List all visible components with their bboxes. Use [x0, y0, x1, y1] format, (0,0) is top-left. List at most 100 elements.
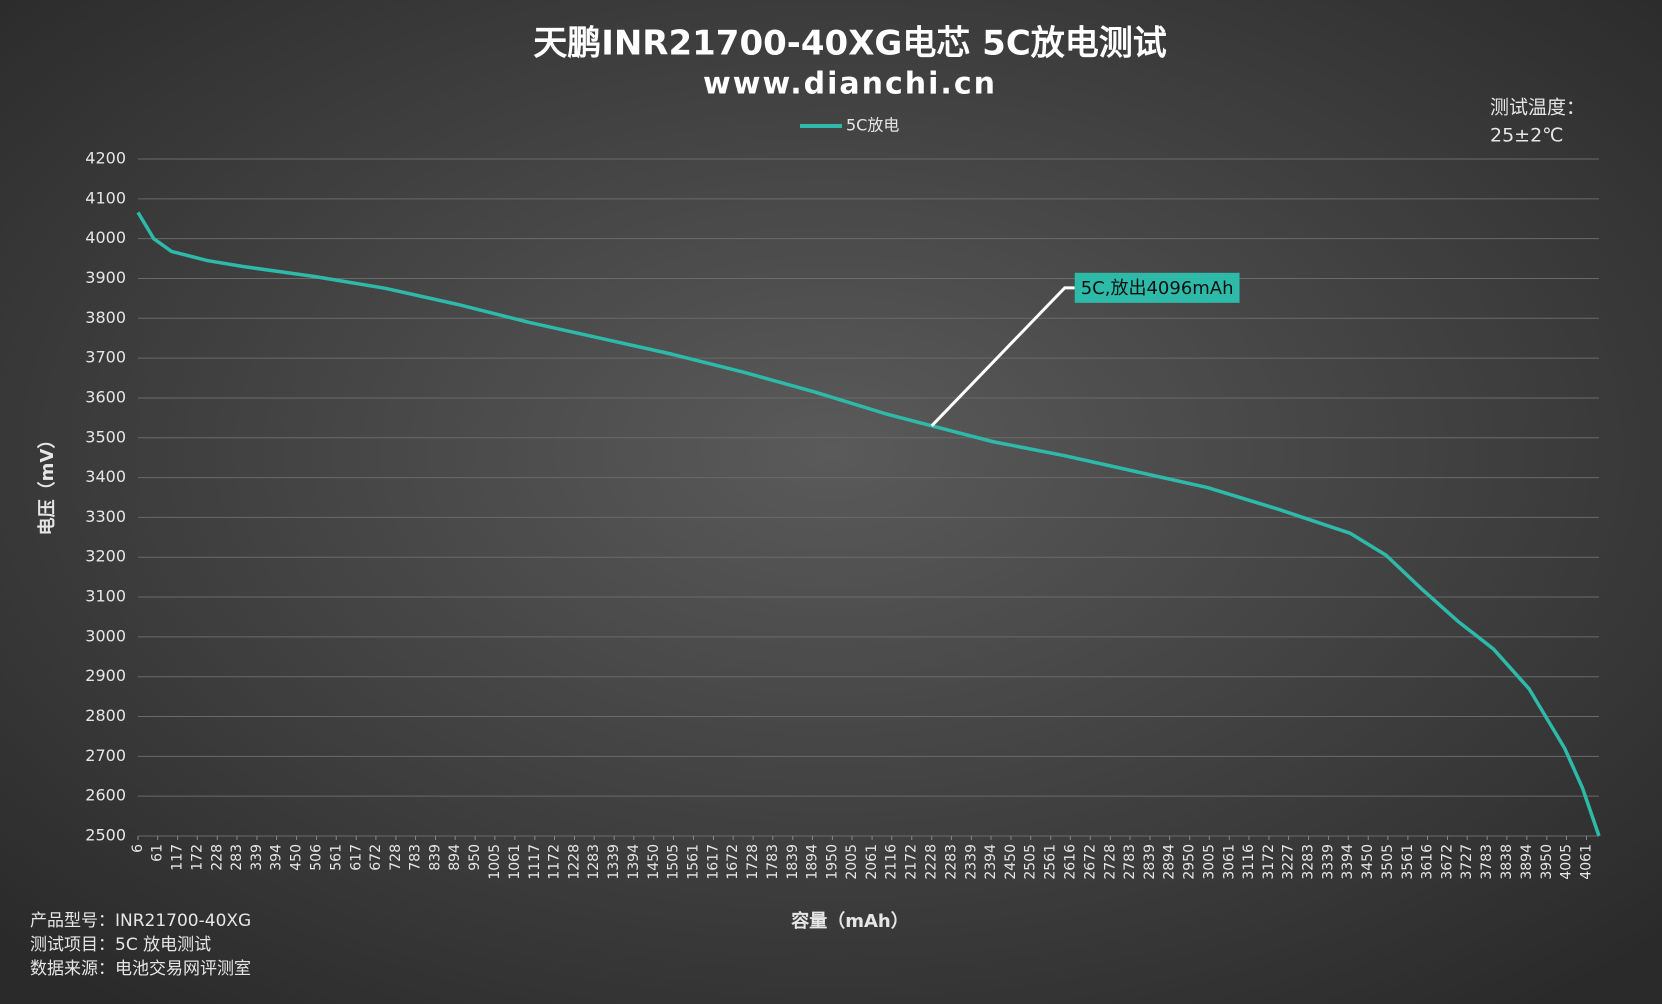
x-tick-label: 894: [447, 844, 463, 871]
x-tick-label: 394: [269, 844, 285, 871]
x-tick-label: 1228: [567, 844, 583, 880]
x-tick-label: 3950: [1539, 844, 1555, 880]
x-tick-label: 3838: [1499, 844, 1515, 880]
x-tick-label: 561: [328, 844, 344, 871]
x-tick-label: 1283: [586, 844, 602, 880]
x-tick-label: 2728: [1102, 844, 1118, 880]
x-tick-label: 2005: [844, 844, 860, 880]
x-axis-label: 容量（mAh）: [791, 910, 909, 932]
x-tick-label: 950: [467, 844, 483, 871]
x-tick-label: 3339: [1321, 844, 1337, 880]
y-tick-label: 3700: [85, 348, 126, 367]
x-tick-label: 3283: [1301, 844, 1317, 880]
x-tick-label: 228: [209, 844, 225, 871]
y-tick-label: 3300: [85, 507, 126, 526]
y-tick-label: 3900: [85, 268, 126, 287]
x-tick-label: 3561: [1400, 844, 1416, 880]
y-tick-label: 4100: [85, 188, 126, 207]
x-tick-label: 2894: [1162, 844, 1178, 880]
x-tick-label: 617: [348, 844, 364, 871]
x-tick-label: 672: [368, 844, 384, 871]
x-tick-label: 3450: [1360, 844, 1376, 880]
x-tick-label: 6: [130, 844, 146, 853]
x-tick-label: 3394: [1340, 844, 1356, 880]
x-tick-label: 1783: [765, 844, 781, 880]
x-tick-label: 1561: [685, 844, 701, 880]
y-tick-label: 3200: [85, 547, 126, 566]
y-tick-label: 3800: [85, 308, 126, 327]
temperature-value: 25±2℃: [1490, 125, 1564, 147]
temperature-label: 测试温度：: [1490, 97, 1585, 119]
footer-note: 数据来源：电池交易网评测室: [30, 959, 251, 979]
x-tick-label: 3672: [1440, 844, 1456, 880]
x-tick-label: 450: [289, 844, 305, 871]
x-tick-label: 2561: [1043, 844, 1059, 880]
x-tick-label: 3227: [1281, 844, 1297, 880]
y-tick-label: 2800: [85, 706, 126, 725]
x-tick-label: 1117: [527, 844, 543, 880]
x-tick-label: 2450: [1003, 844, 1019, 880]
x-tick-label: 1672: [725, 844, 741, 880]
x-tick-label: 2172: [904, 844, 920, 880]
x-tick-label: 172: [189, 844, 205, 871]
x-tick-label: 1505: [665, 844, 681, 880]
footer-note: 测试项目：5C 放电测试: [30, 935, 211, 955]
y-tick-label: 4200: [85, 149, 126, 168]
footer-note: 产品型号：INR21700-40XG: [30, 911, 251, 931]
legend-label: 5C放电: [846, 116, 899, 135]
x-tick-label: 2339: [963, 844, 979, 880]
x-tick-label: 2061: [864, 844, 880, 880]
x-tick-label: 4061: [1578, 844, 1594, 880]
x-tick-label: 1894: [804, 844, 820, 880]
x-tick-label: 839: [428, 844, 444, 871]
x-tick-label: 2394: [983, 844, 999, 880]
y-axis-label: 电压（mV）: [36, 431, 58, 536]
x-tick-label: 2783: [1122, 844, 1138, 880]
annotation-box: [1074, 272, 1240, 303]
y-tick-label: 2900: [85, 666, 126, 685]
x-tick-label: 1339: [606, 844, 622, 880]
x-tick-label: 1617: [705, 844, 721, 880]
x-tick-label: 1950: [824, 844, 840, 880]
x-tick-label: 3005: [1201, 844, 1217, 880]
x-tick-label: 3616: [1420, 844, 1436, 880]
y-tick-label: 2700: [85, 746, 126, 765]
x-tick-label: 2505: [1023, 844, 1039, 880]
y-tick-label: 2500: [85, 826, 126, 845]
x-tick-label: 2672: [1082, 844, 1098, 880]
x-tick-label: 3116: [1241, 844, 1257, 880]
x-tick-label: 1839: [785, 844, 801, 880]
annotation-text: 5C,放出4096mAh: [1081, 278, 1234, 299]
x-tick-label: 3783: [1479, 844, 1495, 880]
x-tick-label: 2839: [1142, 844, 1158, 880]
x-tick-label: 1061: [507, 844, 523, 880]
x-tick-label: 1005: [487, 844, 503, 880]
y-tick-label: 3400: [85, 467, 126, 486]
x-tick-label: 1450: [646, 844, 662, 880]
x-tick-label: 2116: [884, 844, 900, 880]
x-tick-label: 1172: [547, 844, 563, 880]
y-tick-label: 3600: [85, 387, 126, 406]
x-tick-label: 2616: [1062, 844, 1078, 880]
x-tick-label: 3172: [1261, 844, 1277, 880]
x-tick-label: 4005: [1558, 844, 1574, 880]
annotation-leader: [930, 286, 1075, 427]
x-tick-label: 117: [170, 844, 186, 871]
x-tick-label: 1728: [745, 844, 761, 880]
y-tick-label: 3000: [85, 626, 126, 645]
x-tick-label: 1394: [626, 844, 642, 880]
y-tick-label: 3500: [85, 427, 126, 446]
chart-title: 天鹏INR21700-40XG电芯 5C放电测试: [533, 24, 1167, 64]
y-tick-label: 3100: [85, 587, 126, 606]
y-tick-label: 2600: [85, 786, 126, 805]
x-tick-label: 506: [309, 844, 325, 871]
x-tick-label: 283: [229, 844, 245, 871]
x-tick-label: 2950: [1182, 844, 1198, 880]
chart-subtitle: www.dianchi.cn: [703, 67, 997, 102]
x-tick-label: 2283: [943, 844, 959, 880]
x-tick-label: 3061: [1221, 844, 1237, 880]
x-tick-label: 783: [408, 844, 424, 871]
x-tick-label: 3894: [1519, 844, 1535, 880]
